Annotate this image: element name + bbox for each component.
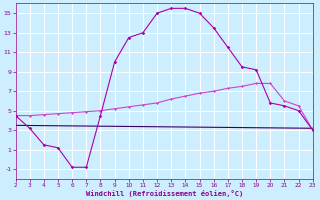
X-axis label: Windchill (Refroidissement éolien,°C): Windchill (Refroidissement éolien,°C) <box>85 190 243 197</box>
